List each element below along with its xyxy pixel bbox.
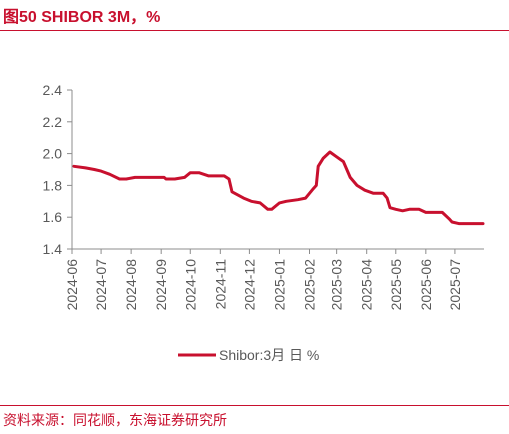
data-point: [481, 222, 485, 225]
data-point: [162, 176, 166, 179]
data-point: [394, 208, 397, 211]
y-tick-label: 2.0: [43, 146, 63, 162]
data-point: [266, 208, 269, 211]
series-line-shibor-3m: [72, 150, 485, 226]
data-point: [285, 200, 288, 203]
data-point: [227, 177, 231, 181]
y-tick-label: 2.4: [43, 82, 63, 98]
data-point: [408, 208, 411, 211]
data-point: [118, 177, 121, 181]
data-point: [84, 166, 87, 170]
data-point: [447, 217, 451, 220]
data-point: [304, 196, 307, 200]
x-tick-label: 2025-06: [418, 259, 434, 311]
data-point: [462, 222, 465, 225]
data-point: [207, 174, 210, 178]
data-point: [197, 171, 201, 174]
data-point: [317, 165, 320, 168]
title-divider: [0, 30, 509, 31]
data-point: [278, 201, 281, 205]
data-point: [472, 222, 475, 225]
legend-label: Shibor:3月 日 %: [219, 347, 319, 363]
data-point: [125, 177, 128, 181]
chart-title: 图50 SHIBOR 3M，%: [3, 9, 161, 26]
x-tick-label: 2025-01: [271, 259, 287, 311]
data-point: [355, 184, 359, 187]
data-point: [372, 192, 375, 195]
data-point: [382, 192, 385, 195]
x-tick-label: 2025-05: [388, 259, 404, 311]
data-point: [349, 176, 352, 179]
x-tick-label: 2025-07: [447, 259, 463, 311]
data-point: [173, 177, 176, 181]
data-point: [160, 176, 163, 179]
data-point: [99, 169, 103, 173]
data-point: [424, 211, 427, 214]
x-tick-label: 2024-12: [241, 259, 257, 311]
x-axis: 2024-06 2024-07 2024-08 2024-09 2024-10 2024-…: [64, 248, 484, 311]
data-point: [242, 196, 245, 200]
data-point: [388, 206, 392, 209]
series-layer: [72, 150, 485, 226]
x-tick-label: 2025-03: [329, 259, 345, 311]
x-tick-label: 2024-11: [212, 259, 228, 310]
data-point: [385, 196, 389, 200]
data-point: [258, 201, 262, 205]
data-point: [164, 177, 168, 181]
data-point: [296, 198, 300, 201]
y-tick-label: 1.8: [43, 177, 63, 193]
source-divider: [0, 405, 509, 406]
data-point: [363, 189, 366, 192]
legend: Shibor:3月 日 %: [178, 347, 319, 363]
data-point: [270, 208, 273, 211]
data-point: [250, 200, 253, 203]
y-tick-label: 1.6: [43, 209, 63, 225]
source-note: 资料来源：同花顺，东海证券研究所: [3, 412, 227, 428]
data-point: [457, 222, 460, 225]
y-axis: 1.4 1.6 1.8 2.0 2.2 2.4: [43, 82, 73, 257]
data-point: [215, 174, 218, 178]
data-point: [441, 211, 444, 214]
data-point: [312, 187, 315, 190]
x-tick-label: 2024-09: [153, 259, 169, 311]
data-point: [335, 155, 338, 158]
x-tick-label: 2024-06: [64, 259, 80, 311]
data-point: [189, 171, 192, 174]
data-point: [148, 176, 151, 179]
x-tick-label: 2024-10: [182, 259, 198, 311]
data-point: [230, 190, 234, 193]
data-point: [328, 150, 332, 154]
data-point: [108, 173, 112, 176]
data-point: [223, 174, 226, 178]
data-point: [93, 168, 96, 171]
x-tick-label: 2024-07: [93, 259, 109, 311]
data-point: [72, 165, 76, 168]
y-tick-label: 1.4: [43, 241, 63, 257]
line-chart: 1.4 1.6 1.8 2.0 2.2 2.4 2024-06 2024-07 2024-08…: [43, 82, 485, 363]
data-point: [133, 176, 137, 179]
data-point: [401, 209, 404, 212]
data-point: [315, 184, 318, 187]
data-point: [417, 208, 421, 211]
data-point: [450, 220, 454, 224]
data-point: [342, 160, 345, 163]
y-tick-label: 2.2: [43, 114, 63, 130]
x-tick-label: 2024-08: [123, 259, 139, 311]
x-tick-label: 2025-02: [302, 259, 318, 311]
data-point: [183, 176, 186, 179]
x-tick-label: 2025-04: [359, 259, 375, 311]
data-point: [321, 157, 325, 160]
